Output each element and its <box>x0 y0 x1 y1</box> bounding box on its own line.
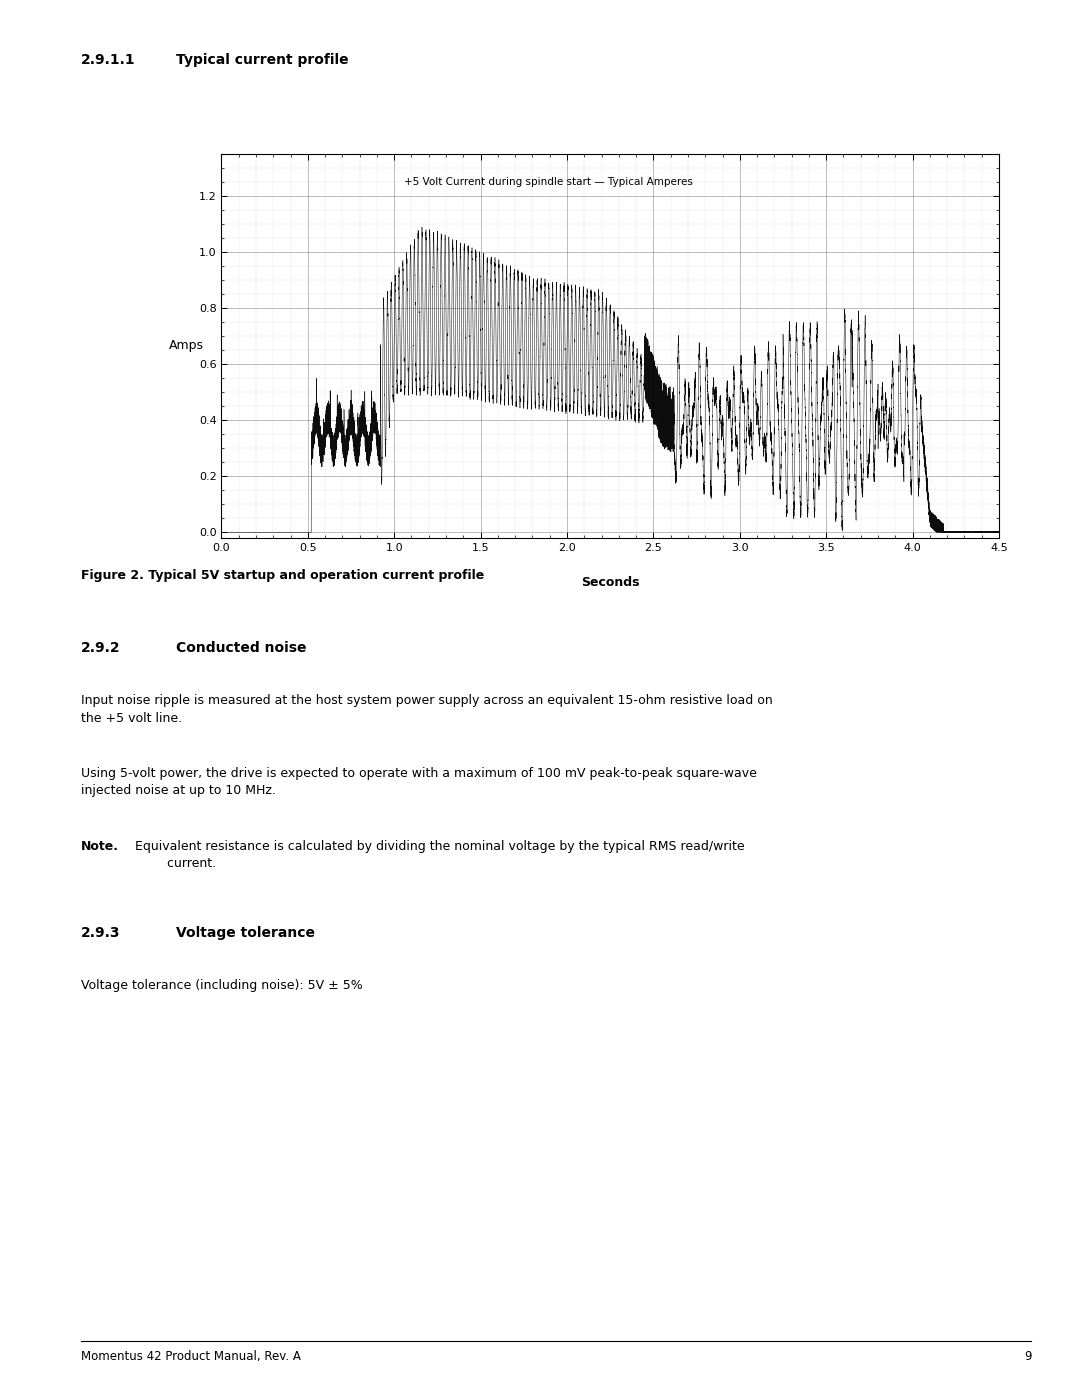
Text: 2.9.1.1: 2.9.1.1 <box>81 53 136 67</box>
Text: Figure 2. Typical 5V startup and operation current profile: Figure 2. Typical 5V startup and operati… <box>81 569 484 581</box>
Text: Using 5-volt power, the drive is expected to operate with a maximum of 100 mV pe: Using 5-volt power, the drive is expecte… <box>81 767 757 798</box>
Text: 2.9.3: 2.9.3 <box>81 926 121 940</box>
Text: Note.: Note. <box>81 840 119 852</box>
Text: +5 Volt Current during spindle start — Typical Amperes: +5 Volt Current during spindle start — T… <box>404 177 692 187</box>
X-axis label: Seconds: Seconds <box>581 577 639 590</box>
Text: Voltage tolerance: Voltage tolerance <box>176 926 315 940</box>
Text: Momentus 42 Product Manual, Rev. A: Momentus 42 Product Manual, Rev. A <box>81 1350 301 1362</box>
Text: Typical current profile: Typical current profile <box>176 53 349 67</box>
Text: Amps: Amps <box>170 339 204 352</box>
Text: Input noise ripple is measured at the host system power supply across an equival: Input noise ripple is measured at the ho… <box>81 694 773 725</box>
Text: 9: 9 <box>1024 1350 1031 1362</box>
Text: Equivalent resistance is calculated by dividing the nominal voltage by the typic: Equivalent resistance is calculated by d… <box>135 840 744 870</box>
Text: Voltage tolerance (including noise): 5V ± 5%: Voltage tolerance (including noise): 5V … <box>81 979 363 992</box>
Text: 2.9.2: 2.9.2 <box>81 641 121 655</box>
Text: Conducted noise: Conducted noise <box>176 641 307 655</box>
